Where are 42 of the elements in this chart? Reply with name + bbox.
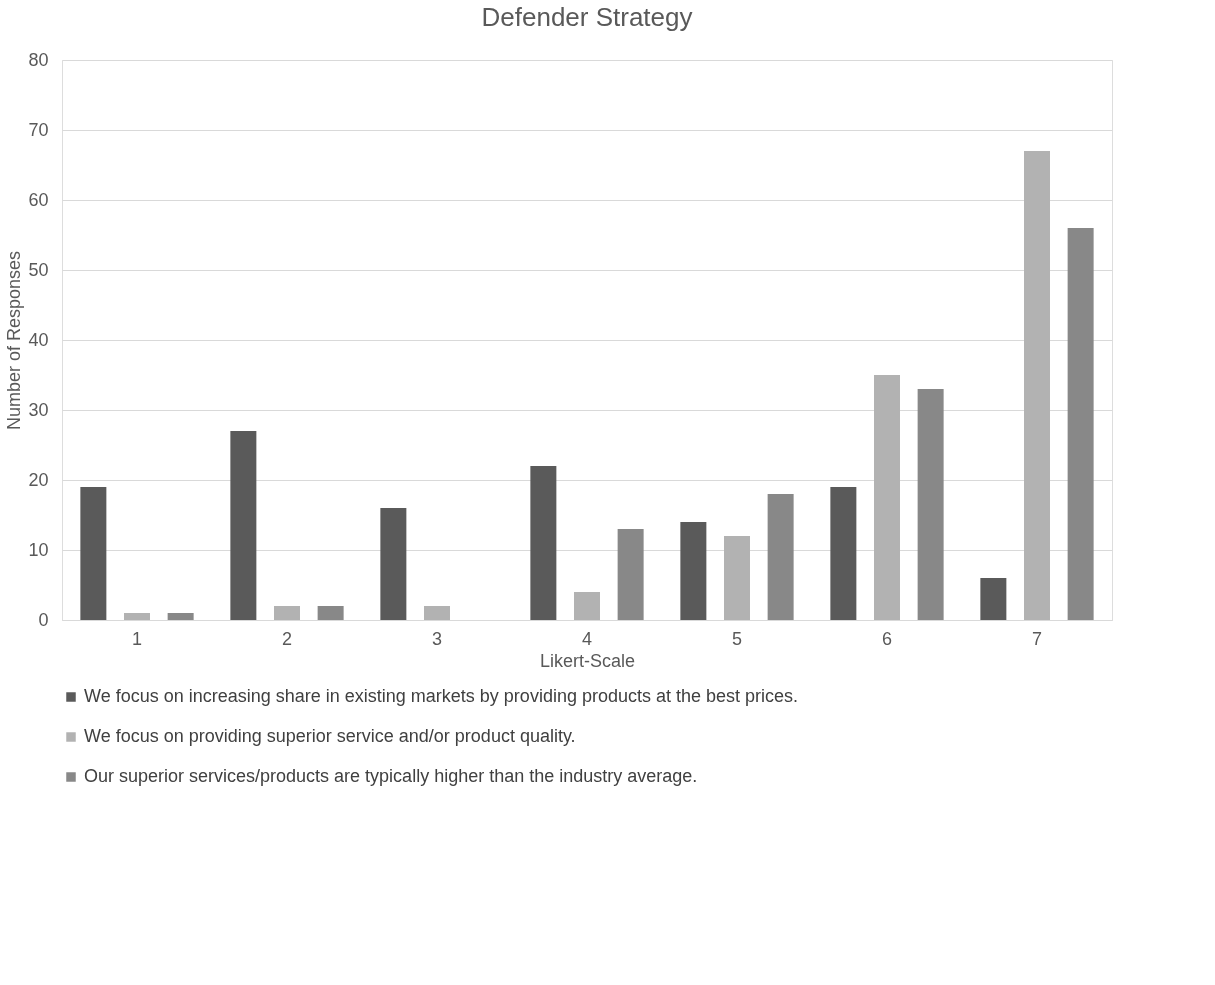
bar: [830, 487, 857, 620]
bar: [167, 613, 194, 620]
x-tick-label: 4: [581, 628, 593, 649]
bar: [617, 529, 644, 620]
bar: [530, 466, 557, 620]
bar: [917, 389, 944, 620]
bar: [230, 431, 257, 620]
bar: [424, 606, 450, 620]
bar: [1067, 228, 1094, 620]
y-tick-label: 60: [28, 189, 49, 210]
bar: [124, 613, 150, 620]
y-tick-label: 50: [28, 259, 49, 280]
x-tick-label: 6: [881, 628, 893, 649]
bar: [574, 592, 600, 620]
x-tick-label: 3: [431, 628, 443, 649]
chart-title: Defender Strategy: [481, 2, 693, 32]
y-tick-label: 40: [28, 329, 49, 350]
legend-label: Our superior services/products are typically higher than the industry average.: [84, 766, 698, 786]
y-tick-label: 0: [38, 609, 49, 630]
x-tick-label: 2: [281, 628, 293, 649]
bar: [767, 494, 794, 620]
bar: [680, 522, 707, 620]
bar: [1024, 151, 1050, 620]
x-tick-label: 7: [1031, 628, 1043, 649]
bar: [274, 606, 300, 620]
bar: [80, 487, 107, 620]
y-tick-label: 80: [28, 49, 49, 70]
x-tick-label: 5: [731, 628, 743, 649]
y-axis-title: Number of Responses: [4, 250, 25, 431]
bar: [317, 606, 344, 620]
x-tick-label: 1: [131, 628, 143, 649]
x-axis-title: Likert-Scale: [539, 650, 636, 671]
bar: [980, 578, 1007, 620]
legend-label: We focus on providing superior service and/or product quality.: [84, 726, 576, 746]
bar: [874, 375, 900, 620]
y-tick-label: 70: [28, 119, 49, 140]
legend-label: We focus on increasing share in existing markets by providing products at the best prices.: [84, 686, 799, 706]
y-tick-label: 30: [28, 399, 49, 420]
bar: [380, 508, 407, 620]
y-tick-label: 20: [28, 469, 49, 490]
y-tick-label: 10: [28, 539, 49, 560]
bar: [724, 536, 750, 620]
